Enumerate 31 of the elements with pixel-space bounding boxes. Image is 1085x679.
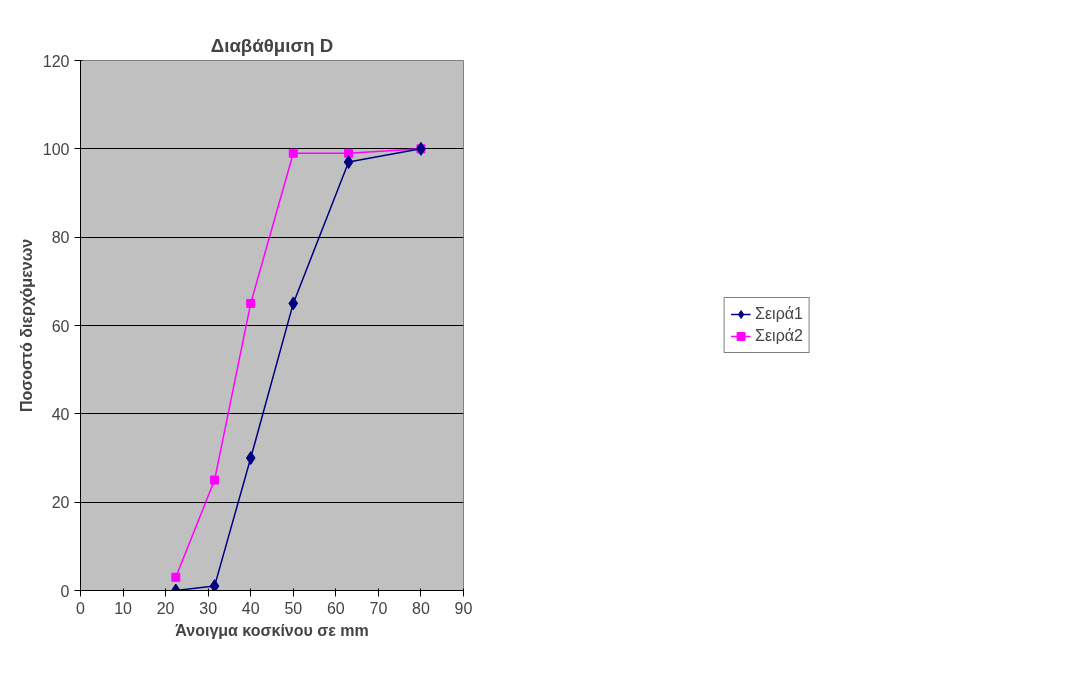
x-axis-title: Άνοιγμα κοσκίνου σε mm (175, 621, 369, 639)
y-tick-label: 20 (51, 494, 70, 512)
legend-label: Σειρά1 (755, 305, 803, 323)
x-tick-label: 60 (326, 599, 345, 617)
chart-title: Διαβάθμιση D (210, 34, 334, 56)
y-tick-label: 120 (42, 52, 70, 70)
x-tick-label: 40 (241, 599, 260, 617)
x-tick-label: 70 (369, 599, 388, 617)
y-tick-label: 80 (51, 229, 70, 247)
point (288, 148, 298, 158)
legend-label: Σειρά2 (755, 327, 803, 345)
x-tick-label: 30 (199, 599, 218, 617)
point (343, 155, 354, 170)
y-axis-title: Ποσοστό διερχόμενων (17, 238, 35, 413)
y-tick-label: 60 (51, 317, 70, 335)
y-tick-label: 100 (42, 140, 70, 158)
x-tick-label: 50 (284, 599, 303, 617)
x-tick-label: 20 (156, 599, 175, 617)
x-tick-label: 0 (76, 599, 86, 617)
x-tick-label: 10 (114, 599, 133, 617)
point (245, 451, 256, 465)
point (246, 298, 256, 308)
x-tick-label: 90 (454, 599, 473, 617)
x-tick-label: 80 (412, 599, 430, 617)
point (209, 579, 220, 591)
y-tick-label: 40 (51, 405, 70, 423)
point (171, 572, 181, 582)
point (288, 296, 299, 311)
y-tick-label: 0 (60, 582, 70, 600)
point (344, 148, 354, 158)
point (210, 475, 220, 485)
